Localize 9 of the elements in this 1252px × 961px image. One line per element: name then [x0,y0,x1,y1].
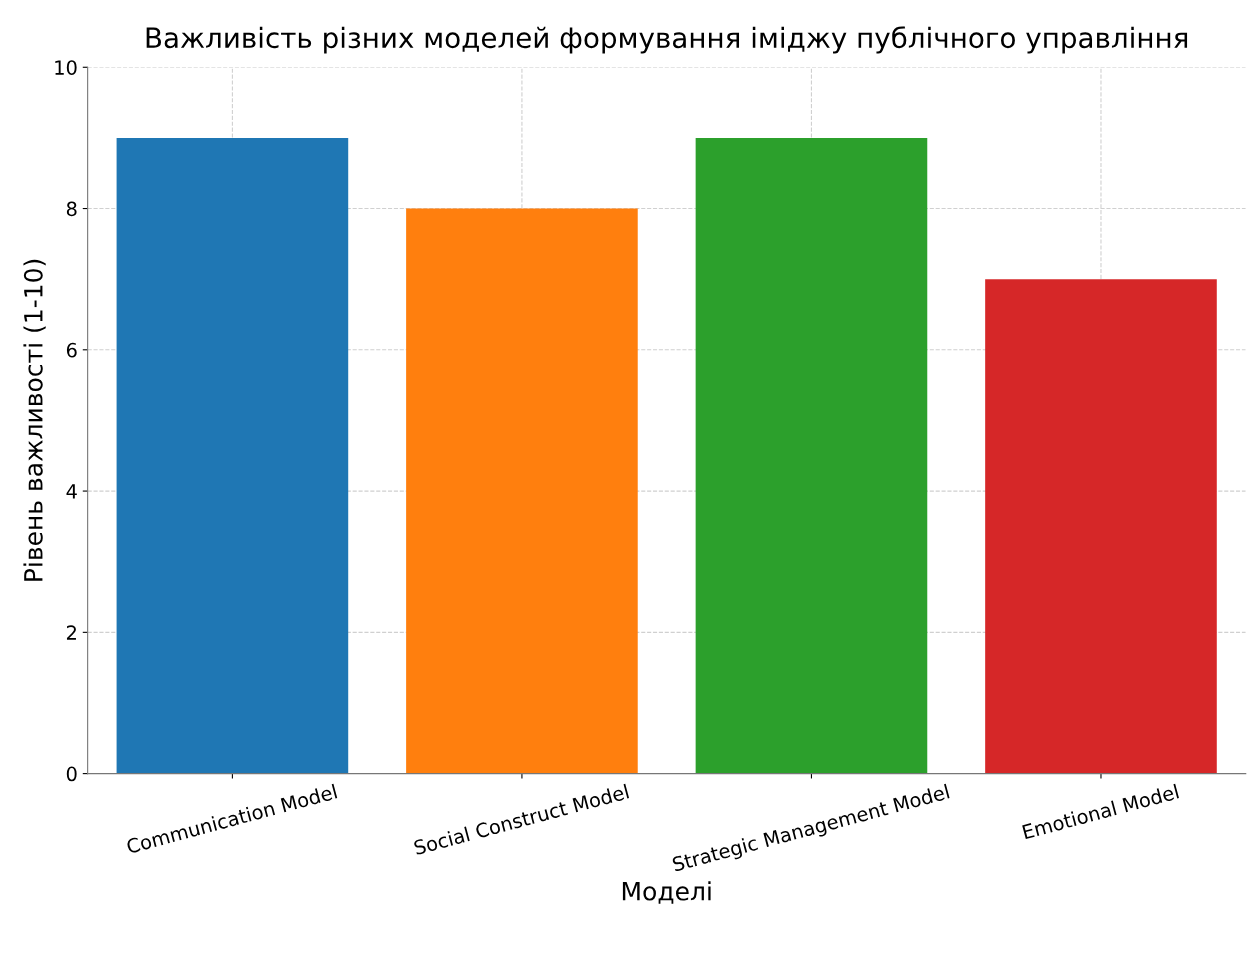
y-axis-title: Рівень важливості (1-10) [23,259,46,581]
y-tick-label: 0 [66,766,77,782]
y-tick-label: 4 [66,484,77,499]
y-tick-label: 6 [66,342,77,358]
chart-title: Важливість різних моделей формування іміджу публічного управління [146,26,1188,54]
y-tick-label: 8 [66,201,77,217]
y-tick-label: 10 [55,60,77,75]
x-axis-title: Моделі [622,881,711,904]
y-tick-label: 2 [66,625,76,640]
